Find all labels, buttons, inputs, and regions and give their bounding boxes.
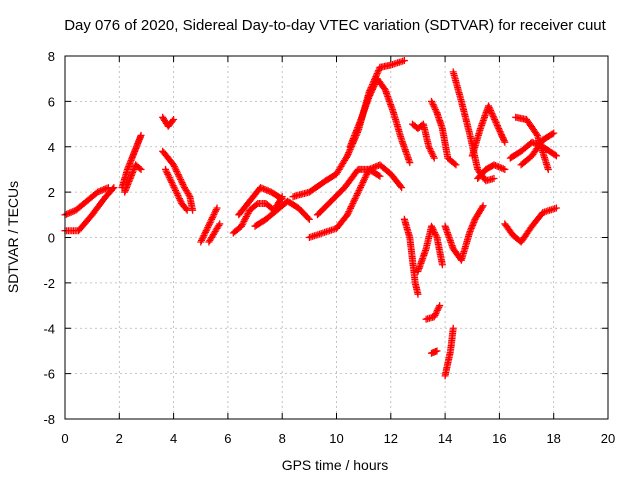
track-t15 (314, 165, 384, 219)
data-points (61, 57, 560, 380)
x-tick-label-8: 8 (279, 431, 286, 446)
track-t24 (441, 202, 487, 264)
y-tick-label-2: 2 (48, 185, 55, 200)
track-t18 (409, 120, 438, 162)
track-t04 (121, 161, 145, 196)
track-markers-t02 (61, 184, 118, 235)
track-markers-t27 (474, 161, 509, 182)
track-markers-t26 (468, 102, 509, 160)
track-t26 (468, 102, 509, 160)
track-t17 (400, 215, 422, 298)
x-tick-label-6: 6 (224, 431, 231, 446)
track-markers-t03 (118, 131, 145, 192)
track-t30 (512, 113, 552, 173)
y-tick-label--2: -2 (43, 276, 55, 291)
track-markers-t05 (159, 113, 178, 130)
x-tick-label-18: 18 (546, 431, 560, 446)
track-markers-t08 (197, 204, 221, 246)
track-t06 (159, 147, 197, 214)
track-markers-t06 (159, 147, 197, 214)
track-t03 (118, 131, 145, 192)
track-t21 (428, 347, 441, 357)
y-tick-label-0: 0 (48, 231, 55, 246)
track-t27 (474, 161, 509, 182)
y-tick-label--6: -6 (43, 367, 55, 382)
track-markers-t17 (400, 215, 422, 298)
track-markers-t22 (441, 324, 457, 380)
x-tick-label-0: 0 (61, 431, 68, 446)
track-markers-t28 (501, 204, 560, 246)
axis-ticks: 0 2 4 6 8 10 12 14 16 18 20 -8 -6 -4 -2 0 2 4 6 8 (43, 49, 615, 446)
track-markers-t16 (346, 75, 414, 167)
x-tick-label-4: 4 (170, 431, 177, 446)
y-axis-label: SDTVAR / TECUs (5, 181, 21, 293)
track-markers-t07 (162, 165, 191, 214)
track-t19 (414, 222, 446, 275)
track-t07 (162, 165, 191, 214)
track-markers-t30 (512, 113, 552, 173)
track-t20 (422, 302, 444, 323)
x-tick-label-10: 10 (329, 431, 343, 446)
track-t02 (61, 184, 118, 235)
track-markers-t12 (251, 197, 313, 230)
track-markers-t23 (428, 97, 460, 169)
y-tick-label--4: -4 (43, 321, 55, 336)
track-t08 (197, 204, 221, 246)
x-axis-label: GPS time / hours (282, 457, 389, 473)
y-tick-label-4: 4 (48, 140, 55, 155)
x-tick-label-14: 14 (438, 431, 452, 446)
track-markers-t11 (235, 184, 286, 219)
track-t31 (517, 129, 558, 169)
track-markers-t04 (121, 161, 145, 196)
track-t28 (501, 204, 560, 246)
x-tick-label-16: 16 (492, 431, 506, 446)
track-t23 (428, 97, 460, 169)
track-t22 (441, 324, 457, 380)
track-t16 (346, 75, 414, 167)
track-t05 (159, 113, 178, 130)
track-t12 (251, 197, 313, 230)
track-markers-t31 (517, 129, 558, 169)
track-markers-t21 (428, 347, 441, 357)
y-tick-label-8: 8 (48, 49, 55, 64)
grid-lines (65, 56, 608, 419)
x-tick-label-2: 2 (116, 431, 123, 446)
track-t11 (235, 184, 286, 219)
track-markers-t19 (414, 222, 446, 275)
y-tick-label--8: -8 (43, 412, 55, 427)
x-tick-label-12: 12 (384, 431, 398, 446)
track-markers-t20 (422, 302, 444, 323)
track-markers-t18 (409, 120, 438, 162)
y-tick-label-6: 6 (48, 94, 55, 109)
track-markers-t09 (205, 220, 224, 246)
x-tick-label-20: 20 (601, 431, 615, 446)
chart-title: Day 076 of 2020, Sidereal Day-to-day VTE… (64, 17, 606, 34)
track-markers-t24 (441, 202, 487, 264)
track-t09 (205, 220, 224, 246)
track-markers-t15 (314, 165, 384, 219)
